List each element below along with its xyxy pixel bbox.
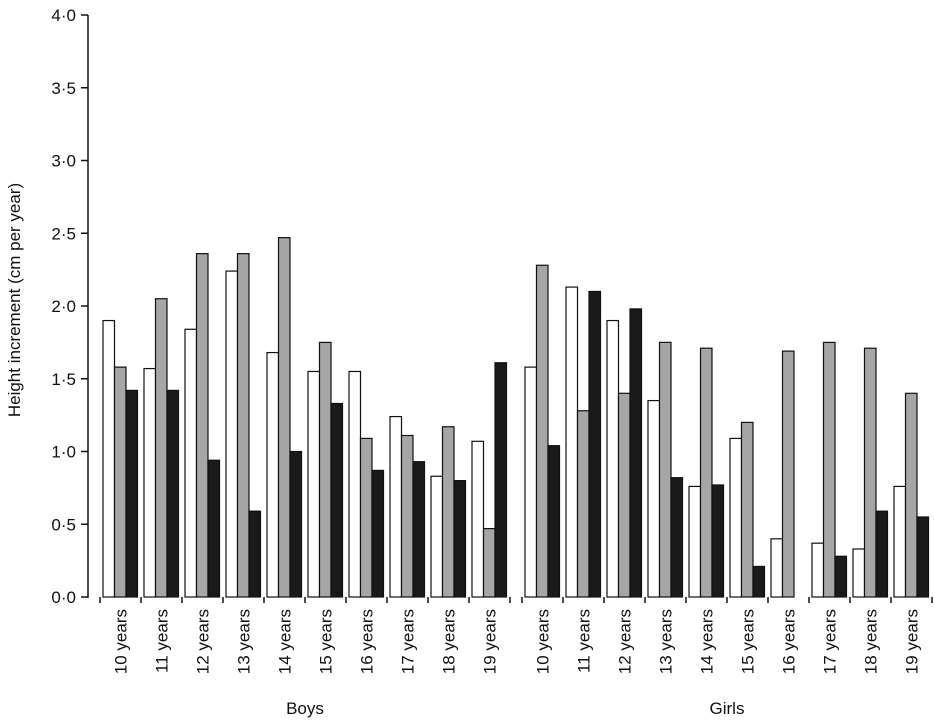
bar [471,440,485,598]
bar [875,510,889,598]
bar [400,434,414,598]
x-tick-label: 14 years [276,609,295,674]
bar [184,328,198,598]
x-tick-label: 12 years [616,609,635,674]
bar [893,485,907,598]
bar [699,347,713,598]
x-tick-label: 16 years [780,609,799,674]
x-tick-label: 15 years [739,609,758,674]
bar [430,475,444,598]
bar [729,437,743,598]
bar [330,402,344,598]
bar [307,370,321,598]
bar [494,362,508,598]
y-tick-label: 1·0 [51,443,76,462]
bar [629,308,643,598]
bar [371,469,385,598]
x-tick-label: 19 years [903,609,922,674]
bar [441,426,455,598]
bar [863,347,877,598]
bar [453,480,467,598]
bar [588,290,602,598]
bar [277,237,291,598]
bar [565,286,579,598]
bar [318,341,332,598]
bar [658,341,672,598]
y-tick-label: 4·0 [51,6,76,25]
y-tick-label: 2·5 [51,224,76,243]
bar [236,253,250,598]
bar [822,341,836,598]
y-tick-label: 2·0 [51,297,76,316]
bar [207,459,221,598]
x-tick-label: 19 years [481,609,500,674]
bar [535,264,549,598]
group-label: Girls [710,699,745,718]
bar [102,319,116,598]
bar [113,366,127,598]
bar [248,510,262,598]
bar [289,450,303,598]
bar [412,461,426,598]
bar [482,528,496,598]
x-tick-label: 13 years [235,609,254,674]
x-tick-label: 16 years [358,609,377,674]
bar [916,516,930,598]
bar [359,437,373,598]
bar [606,319,620,598]
bar [904,392,918,598]
bar [143,367,157,598]
bar [576,410,590,598]
x-tick-label: 17 years [821,609,840,674]
bar [752,565,766,598]
x-tick-label: 12 years [194,609,213,674]
bar [547,445,561,598]
y-tick-label: 0·0 [51,588,76,607]
x-tick-label: 15 years [317,609,336,674]
x-tick-label: 11 years [153,609,172,673]
x-tick-label: 10 years [112,609,131,674]
x-tick-label: 13 years [657,609,676,674]
bar [834,555,848,598]
bar [225,270,239,598]
bar [811,542,825,598]
y-tick-label: 3·5 [51,79,76,98]
x-tick-label: 14 years [698,609,717,674]
y-axis-label: Height increment (cm per year) [5,183,24,417]
x-tick-label: 18 years [440,609,459,674]
bar [154,298,168,598]
bar [348,370,362,598]
x-tick-label: 17 years [399,609,418,674]
x-tick-label: 18 years [862,609,881,674]
bar [670,477,684,598]
y-tick-label: 0·5 [51,515,76,534]
bar [781,350,795,598]
x-tick-label: 11 years [575,609,594,673]
bar [524,366,538,598]
bar [852,548,866,598]
bar [125,389,139,598]
bar [166,389,180,598]
y-tick-label: 1·5 [51,370,76,389]
bar [740,421,754,598]
bar [770,538,784,598]
y-tick-label: 3·0 [51,152,76,171]
bar [266,351,280,598]
bar [617,392,631,598]
bar [711,484,725,598]
group-label: Boys [286,699,324,718]
bar [195,253,209,598]
bar [688,485,702,598]
bar [389,415,403,598]
bar [647,399,661,598]
x-tick-label: 10 years [534,609,553,674]
